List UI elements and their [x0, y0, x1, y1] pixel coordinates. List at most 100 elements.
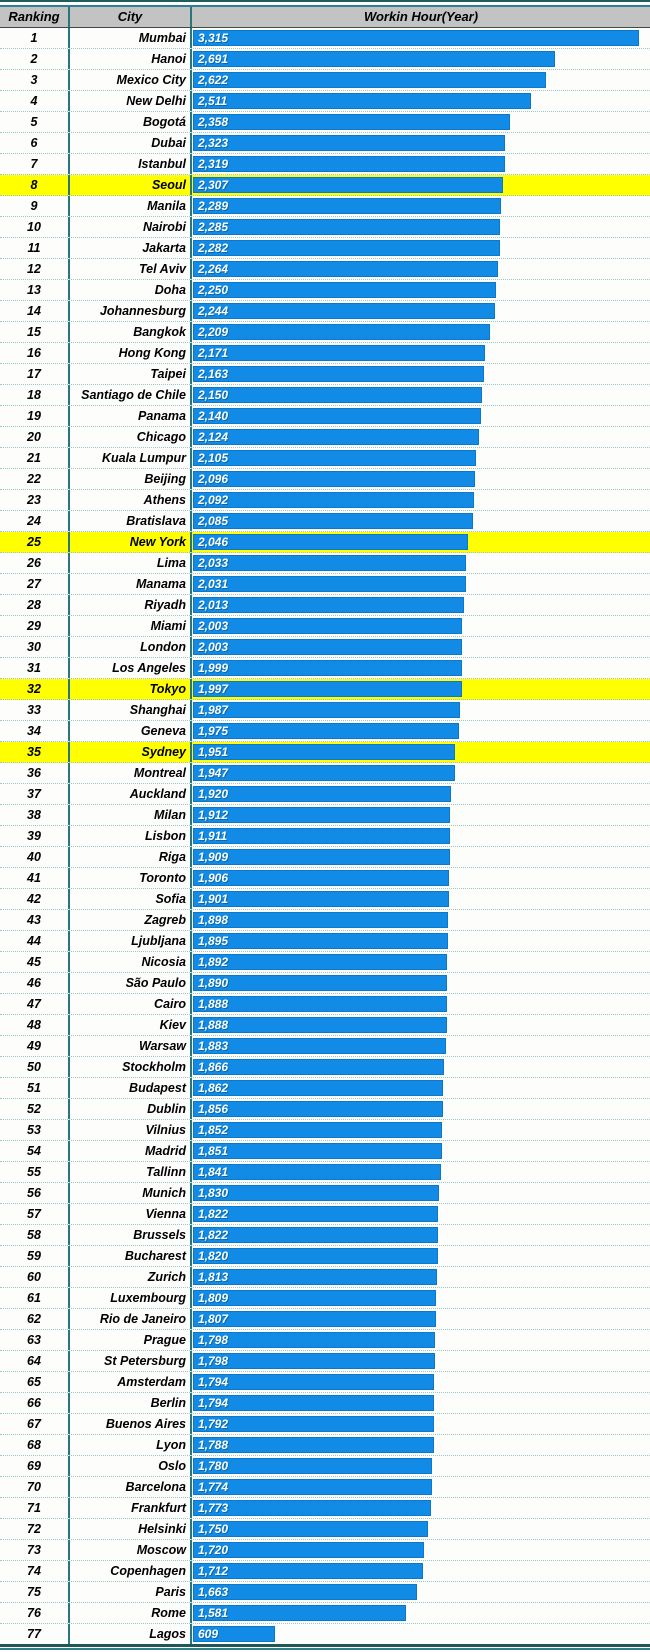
bar-value-label: 1,999 [198, 661, 229, 675]
city-cell: Zurich [70, 1267, 192, 1287]
bar-cell: 2,358 [192, 112, 650, 132]
city-cell: Rio de Janeiro [70, 1309, 192, 1329]
bar-cell: 2,282 [192, 238, 650, 258]
working-hours-bar: 1,813 [193, 1269, 437, 1285]
table-row: 13 Doha 2,250 [0, 280, 650, 301]
city-cell: Riyadh [70, 595, 192, 615]
working-hours-bar: 2,096 [193, 471, 475, 487]
bar-cell: 1,898 [192, 910, 650, 930]
working-hours-bar: 1,822 [193, 1206, 439, 1222]
city-cell: Rome [70, 1603, 192, 1623]
city-cell: Paris [70, 1582, 192, 1602]
rank-cell: 53 [0, 1120, 70, 1140]
rank-cell: 7 [0, 154, 70, 174]
rank-cell: 55 [0, 1162, 70, 1182]
bar-value-label: 1,820 [198, 1249, 229, 1263]
bar-cell: 1,888 [192, 1015, 650, 1035]
bar-value-label: 2,096 [198, 472, 229, 486]
city-cell: Toronto [70, 868, 192, 888]
city-cell: New York [70, 532, 192, 552]
bar-value-label: 1,975 [198, 724, 229, 738]
bar-value-label: 1,920 [198, 787, 229, 801]
working-hours-bar: 1,909 [193, 849, 450, 865]
bar-cell: 1,830 [192, 1183, 650, 1203]
rank-cell: 59 [0, 1246, 70, 1266]
bar-cell: 1,912 [192, 805, 650, 825]
rank-cell: 73 [0, 1540, 70, 1560]
city-cell: Munich [70, 1183, 192, 1203]
working-hours-bar: 1,892 [193, 954, 448, 970]
city-cell: Buenos Aires [70, 1414, 192, 1434]
working-hours-bar: 2,171 [193, 345, 486, 361]
bar-cell: 2,319 [192, 154, 650, 174]
working-hours-bar: 1,883 [193, 1038, 447, 1054]
rank-cell: 64 [0, 1351, 70, 1371]
city-cell: Miami [70, 616, 192, 636]
working-hours-bar: 1,798 [193, 1332, 435, 1348]
working-hours-bar: 1,997 [193, 681, 462, 697]
working-hours-bar: 1,841 [193, 1164, 441, 1180]
city-cell: Bangkok [70, 322, 192, 342]
city-cell: Tokyo [70, 679, 192, 699]
working-hours-bar: 2,691 [193, 51, 555, 67]
rank-cell: 75 [0, 1582, 70, 1602]
working-hours-bar: 2,209 [193, 324, 491, 340]
bar-cell: 2,013 [192, 595, 650, 615]
city-cell: Panama [70, 406, 192, 426]
bar-value-label: 2,140 [198, 409, 229, 423]
table-row: 11 Jakarta 2,282 [0, 238, 650, 259]
rank-cell: 32 [0, 679, 70, 699]
working-hours-bar: 1,947 [193, 765, 455, 781]
bar-value-label: 2,264 [198, 262, 229, 276]
working-hours-bar: 2,003 [193, 618, 463, 634]
bar-cell: 2,031 [192, 574, 650, 594]
bar-value-label: 1,883 [198, 1039, 229, 1053]
table-row: 56 Munich 1,830 [0, 1183, 650, 1204]
working-hours-bar: 1,856 [193, 1101, 443, 1117]
city-cell: Bratislava [70, 511, 192, 531]
bar-value-label: 1,997 [198, 682, 229, 696]
city-cell: Istanbul [70, 154, 192, 174]
bar-cell: 2,250 [192, 280, 650, 300]
bar-value-label: 1,794 [198, 1396, 229, 1410]
city-cell: Moscow [70, 1540, 192, 1560]
working-hours-bar: 1,750 [193, 1521, 429, 1537]
table-row: 40 Riga 1,909 [0, 847, 650, 868]
city-cell: Bucharest [70, 1246, 192, 1266]
bar-cell: 1,788 [192, 1435, 650, 1455]
working-hours-bar: 2,250 [193, 282, 496, 298]
bar-value-label: 1,830 [198, 1186, 229, 1200]
table-row: 68 Lyon 1,788 [0, 1435, 650, 1456]
table-row: 54 Madrid 1,851 [0, 1141, 650, 1162]
rank-cell: 44 [0, 931, 70, 951]
rank-cell: 15 [0, 322, 70, 342]
working-hours-bar: 609 [193, 1626, 275, 1642]
bar-cell: 1,987 [192, 700, 650, 720]
bar-cell: 2,171 [192, 343, 650, 363]
rank-cell: 52 [0, 1099, 70, 1119]
bar-value-label: 2,003 [198, 640, 229, 654]
bar-value-label: 1,866 [198, 1060, 229, 1074]
city-cell: Prague [70, 1330, 192, 1350]
rank-cell: 25 [0, 532, 70, 552]
bar-value-label: 1,888 [198, 1018, 229, 1032]
rank-cell: 9 [0, 196, 70, 216]
city-cell: Frankfurt [70, 1498, 192, 1518]
rank-cell: 56 [0, 1183, 70, 1203]
rank-cell: 5 [0, 112, 70, 132]
city-cell: New Delhi [70, 91, 192, 111]
bar-cell: 1,866 [192, 1057, 650, 1077]
bar-cell: 1,951 [192, 742, 650, 762]
bar-cell: 2,105 [192, 448, 650, 468]
city-cell: São Paulo [70, 973, 192, 993]
working-hours-bar: 1,951 [193, 744, 456, 760]
bar-value-label: 1,712 [198, 1564, 229, 1578]
city-cell: Copenhagen [70, 1561, 192, 1581]
table-row: 49 Warsaw 1,883 [0, 1036, 650, 1057]
city-cell: Shanghai [70, 700, 192, 720]
rank-cell: 54 [0, 1141, 70, 1161]
bar-value-label: 1,773 [198, 1501, 229, 1515]
city-cell: Lagos [70, 1624, 192, 1644]
city-cell: Tel Aviv [70, 259, 192, 279]
rank-cell: 24 [0, 511, 70, 531]
